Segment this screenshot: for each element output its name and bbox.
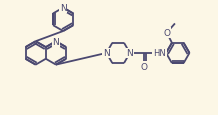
- Text: N: N: [103, 49, 110, 58]
- Text: N: N: [126, 49, 133, 58]
- Text: HN: HN: [153, 49, 166, 58]
- Text: O: O: [163, 29, 170, 38]
- Text: O: O: [141, 62, 148, 71]
- Text: N: N: [60, 4, 66, 13]
- Text: N: N: [53, 37, 59, 46]
